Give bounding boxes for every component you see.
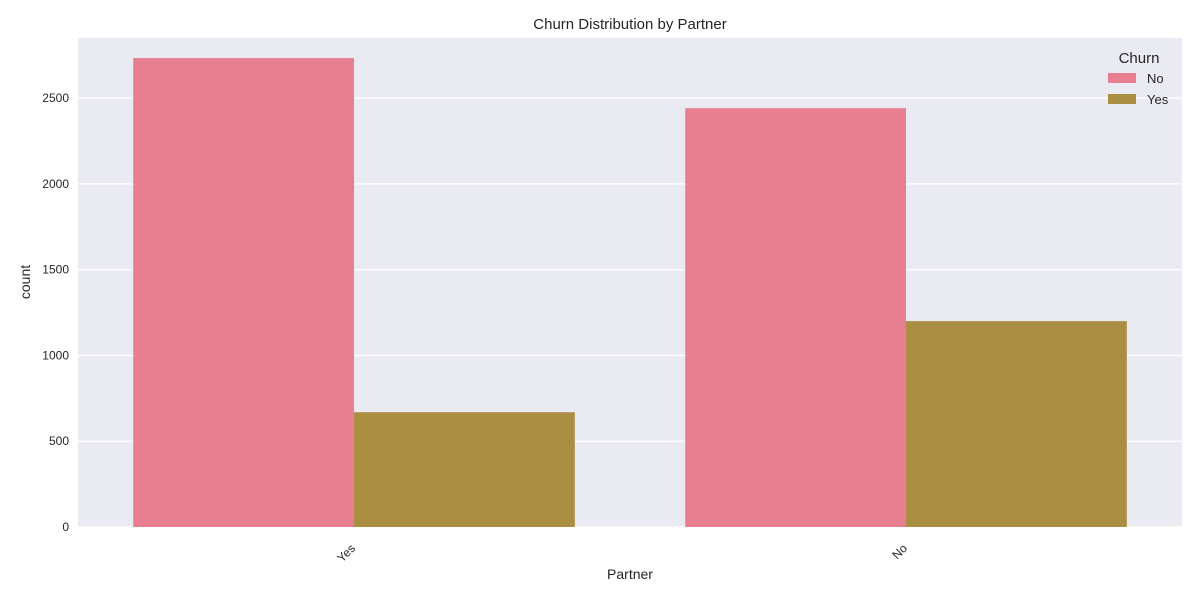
y-tick-label: 1000	[42, 348, 69, 362]
legend: Churn No Yes	[1108, 50, 1169, 107]
x-tick-label: Yes	[334, 541, 358, 565]
bar-yes-no	[133, 58, 354, 527]
y-tick-labels: 0 500 1000 1500 2000 2500	[42, 91, 69, 534]
bar-no-yes	[906, 321, 1127, 527]
y-tick-label: 1500	[42, 263, 69, 277]
bar-no-no	[685, 108, 906, 528]
y-tick-label: 2500	[42, 91, 69, 105]
legend-title: Churn	[1119, 50, 1160, 67]
bar-yes-yes	[354, 412, 575, 527]
y-tick-label: 500	[49, 434, 69, 448]
legend-label-no: No	[1147, 71, 1164, 86]
y-axis-label: count	[17, 265, 33, 299]
x-axis-label: Partner	[607, 566, 653, 582]
legend-swatch-no	[1108, 73, 1136, 83]
legend-label-yes: Yes	[1147, 92, 1169, 107]
x-tick-labels: Yes No	[334, 541, 910, 565]
x-tick-label: No	[889, 541, 910, 562]
legend-swatch-yes	[1108, 94, 1136, 104]
y-tick-label: 0	[62, 520, 69, 534]
chart-title: Churn Distribution by Partner	[533, 16, 726, 33]
bars	[133, 58, 1127, 528]
y-tick-label: 2000	[42, 177, 69, 191]
